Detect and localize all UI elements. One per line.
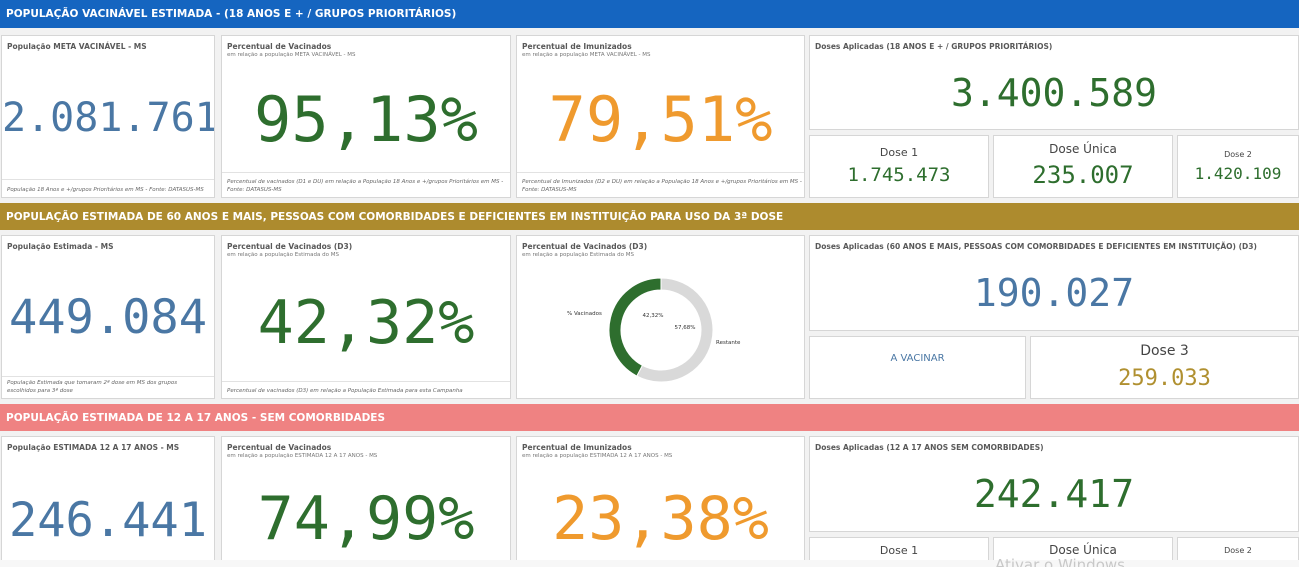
doses-applied-value: 3.400.589 [951,71,1157,115]
card-dose-1[interactable]: Dose 1 1.745.473 [809,135,989,198]
card-subtitle: em relação a população ESTIMADA 12 A 17 … [522,453,673,459]
card-doses-applied[interactable]: Doses Aplicadas (18 ANOS E + / GRUPOS PR… [809,35,1299,130]
card-footer: Percentual de vacinados (D1 e DU) em rel… [227,179,504,193]
donut-legend-restante: Restante [716,340,741,346]
card-donut-vaccinated-d3[interactable]: Percentual de Vacinados (D3) em relação … [516,235,805,399]
dose-label: Dose Única [1049,543,1117,557]
donut-chart[interactable]: 42,32% 57,68% [517,236,805,399]
donut-label-vacinados: 42,32% [643,313,664,319]
dose-label: Dose Única [1049,142,1117,156]
percent-vaccinated-d3-value: 42,32% [257,288,475,358]
card-title: Percentual de Imunizados [522,42,632,51]
card-title: População META VACINÁVEL - MS [7,42,147,51]
card-title: Percentual de Imunizados [522,443,632,452]
card-percent-vaccinated-d3[interactable]: Percentual de Vacinados (D3) em relação … [221,235,511,399]
meta-population-value: 2.081.761 [2,95,215,141]
dose-value: 1.745.473 [847,164,951,186]
windows-activation-watermark: Ativar o Windows [995,556,1125,567]
card-population-12-17[interactable]: População ESTIMADA 12 A 17 ANOS - MS 246… [1,436,215,567]
card-footer: População Estimada que tomaram 2ª dose e… [7,380,178,394]
donut-legend-vacinados: % Vacinados [567,311,602,317]
section-header-adult: POPULAÇÃO VACINÁVEL ESTIMADA - (18 ANOS … [0,0,1299,28]
doses-applied-d3-value: 190.027 [973,271,1135,315]
dose-label: Dose 2 [1224,546,1252,555]
card-subtitle: em relação a população META VACINÁVEL - … [227,52,356,58]
percent-vaccinated-value: 95,13% [254,83,478,156]
doses-applied-12-17-value: 242.417 [973,472,1135,516]
card-footer: Percentual de Imunizados (D2 e DU) em re… [522,179,802,193]
card-title: Percentual de Vacinados (D3) [227,242,353,251]
dose-value: 1.420.109 [1194,164,1282,183]
dose-value: 259.033 [1118,366,1211,391]
divider [2,179,214,180]
estimated-population-value: 449.084 [8,290,208,345]
card-percent-immunized[interactable]: Percentual de Imunizados em relação a po… [516,35,805,198]
section-header-third-dose: POPULAÇÃO ESTIMADA DE 60 ANOS E MAIS, PE… [0,203,1299,230]
card-footer: População 18 Anos e +/grupos Prioritário… [7,187,204,193]
card-meta-population[interactable]: População META VACINÁVEL - MS 2.081.761 … [1,35,215,198]
card-title: Doses Aplicadas (18 ANOS E + / GRUPOS PR… [815,42,1053,51]
card-title: Doses Aplicadas (60 ANOS E MAIS, PESSOAS… [815,242,1257,251]
card-dose-3[interactable]: Dose 3 259.033 [1030,336,1299,399]
card-subtitle: em relação a população Estimada do MS [522,252,634,258]
card-doses-applied-d3[interactable]: Doses Aplicadas (60 ANOS E MAIS, PESSOAS… [809,235,1299,331]
dose-value: 235.007 [1032,161,1134,189]
card-percent-vaccinated[interactable]: Percentual de Vacinados em relação a pop… [221,35,511,198]
card-doses-applied-12-17[interactable]: Doses Aplicadas (12 A 17 ANOS SEM COMORB… [809,436,1299,532]
card-subtitle: em relação a população META VACINÁVEL - … [522,52,651,58]
card-title: População ESTIMADA 12 A 17 ANOS - MS [7,443,180,452]
bottom-bar [0,560,1299,567]
card-percent-vaccinated-12-17[interactable]: Percentual de Vacinados em relação a pop… [221,436,511,567]
card-footer: Percentual de vacinados (D3) em relação … [227,388,463,394]
divider [2,376,214,377]
card-subtitle: em relação a população ESTIMADA 12 A 17 … [227,453,378,459]
dose-label: Dose 3 [1140,343,1189,359]
card-a-vacinar[interactable]: A VACINAR [809,336,1026,399]
percent-vaccinated-12-17-value: 74,99% [257,484,475,554]
card-title: Percentual de Vacinados [227,42,332,51]
percent-immunized-12-17-value: 23,38% [552,484,769,554]
dose-label: Dose 2 [1224,150,1252,159]
population-12-17-value: 246.441 [8,493,208,548]
divider [222,381,510,382]
a-vacinar-label: A VACINAR [890,353,945,364]
card-title: Doses Aplicadas (12 A 17 ANOS SEM COMORB… [815,443,1044,452]
divider [517,172,804,173]
section-header-12-17: POPULAÇÃO ESTIMADA DE 12 A 17 ANOS - SEM… [0,404,1299,431]
card-dose-2[interactable]: Dose 2 1.420.109 [1177,135,1299,198]
card-title: Percentual de Vacinados (D3) [522,242,648,251]
dose-label: Dose 1 [879,544,919,557]
card-title: Percentual de Vacinados [227,443,332,452]
donut-slice-vacinados[interactable] [608,277,662,377]
donut-slice-restante[interactable] [636,277,714,383]
card-dose-unica[interactable]: Dose Única 235.007 [993,135,1173,198]
card-estimated-population[interactable]: População Estimada - MS 449.084 Populaçã… [1,235,215,399]
dose-label: Dose 1 [879,146,919,159]
percent-immunized-value: 79,51% [548,83,773,156]
card-percent-immunized-12-17[interactable]: Percentual de Imunizados em relação a po… [516,436,805,567]
card-title: População Estimada - MS [7,242,114,251]
card-subtitle: em relação a população Estimada do MS [227,252,339,258]
donut-label-restante: 57,68% [675,325,696,331]
divider [222,172,510,173]
